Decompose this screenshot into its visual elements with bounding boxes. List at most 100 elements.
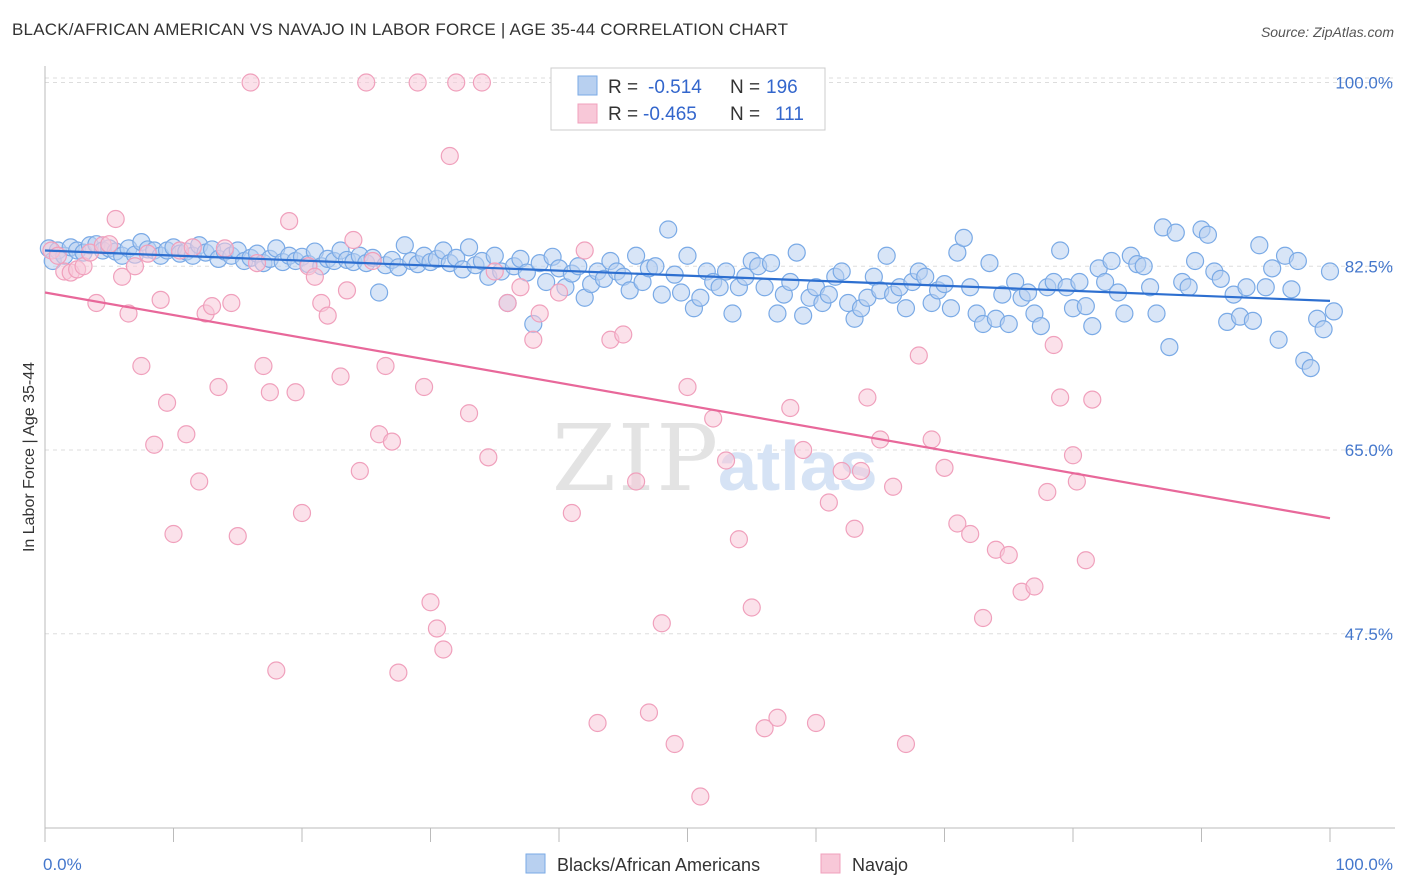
y-tick-label-2: 65.0%	[1345, 441, 1393, 460]
point-blacks-140	[935, 275, 954, 294]
point-blacks-189	[1250, 236, 1269, 255]
point-navajo-62	[485, 262, 504, 281]
point-blacks-201	[1324, 302, 1343, 321]
point-navajo-57	[440, 146, 459, 166]
point-navajo-70	[588, 713, 607, 733]
legend-n-value-1: 196	[766, 77, 798, 98]
point-navajo-55	[427, 619, 447, 638]
point-navajo-61	[479, 448, 498, 467]
point-navajo-107	[1044, 335, 1063, 355]
trend-line-navajo	[44, 291, 1331, 520]
point-blacks-176	[1166, 223, 1185, 242]
point-blacks-117	[787, 243, 806, 262]
point-navajo-41	[318, 306, 337, 325]
point-blacks-175	[1160, 338, 1179, 357]
point-navajo-90	[845, 519, 864, 538]
point-navajo-59	[459, 404, 479, 423]
trend-lines	[44, 249, 1331, 520]
point-navajo-80	[716, 451, 736, 470]
point-blacks-149	[993, 285, 1012, 304]
point-navajo-12	[119, 304, 138, 323]
legend-swatch-navajo	[577, 103, 598, 124]
point-blacks-70	[485, 246, 504, 265]
point-blacks-173	[1147, 304, 1166, 323]
point-navajo-78	[691, 787, 710, 806]
axes	[44, 66, 1395, 842]
point-blacks-166	[1102, 251, 1121, 271]
point-navajo-9	[100, 235, 119, 254]
point-navajo-42	[331, 367, 350, 386]
y-tick-label-1: 82.5%	[1345, 257, 1393, 276]
point-navajo-25	[202, 297, 222, 316]
point-navajo-85	[781, 398, 800, 418]
point-blacks-183	[1211, 269, 1230, 288]
point-navajo-39	[305, 267, 324, 286]
point-navajo-17	[151, 290, 170, 309]
point-navajo-77	[678, 377, 697, 397]
point-navajo-112	[1083, 390, 1102, 409]
legend-r-label-2: R =	[608, 104, 638, 125]
point-navajo-21	[177, 425, 196, 444]
point-blacks-92	[626, 246, 646, 265]
point-blacks-158	[1051, 241, 1070, 260]
trend-line-blacks	[44, 249, 1331, 302]
point-blacks-97	[659, 220, 678, 239]
x-tick-label-0: 0.0%	[43, 855, 82, 874]
point-navajo-46	[357, 73, 376, 92]
point-blacks-99	[671, 283, 691, 302]
point-navajo-111	[1076, 551, 1095, 570]
point-navajo-81	[729, 530, 749, 549]
point-blacks-66	[459, 238, 479, 257]
point-navajo-67	[549, 283, 569, 302]
point-navajo-28	[222, 293, 241, 313]
tick-labels: 100.0% 82.5% 65.0% 47.5% 0.0% 100.0%	[43, 74, 1393, 875]
point-blacks-163	[1083, 317, 1102, 336]
point-navajo-66	[530, 304, 549, 323]
legend-swatch-blacks	[577, 75, 598, 96]
point-navajo-73	[626, 472, 646, 491]
point-navajo-100	[961, 524, 980, 544]
point-navajo-53	[414, 377, 434, 397]
watermark: ZIP atlas	[552, 405, 878, 512]
point-navajo-98	[935, 458, 954, 477]
point-navajo-74	[639, 703, 659, 722]
point-navajo-56	[434, 640, 453, 659]
point-navajo-63	[498, 293, 517, 313]
point-blacks-181	[1198, 225, 1218, 244]
point-blacks-190	[1256, 278, 1275, 297]
point-blacks-199	[1314, 320, 1333, 339]
point-navajo-54	[421, 593, 440, 612]
point-blacks-168	[1115, 304, 1134, 323]
point-blacks-179	[1185, 251, 1205, 271]
point-blacks-56	[395, 236, 414, 255]
point-blacks-124	[832, 262, 851, 281]
point-navajo-37	[292, 503, 312, 523]
point-blacks-116	[781, 272, 800, 292]
series-legend: Blacks/African Americans Navajo	[525, 853, 908, 875]
point-navajo-106	[1038, 482, 1057, 502]
point-navajo-47	[363, 251, 382, 271]
legend-n-label-1: N =	[730, 77, 760, 98]
point-navajo-58	[447, 73, 466, 92]
point-blacks-178	[1179, 278, 1198, 297]
point-navajo-75	[652, 614, 671, 633]
point-navajo-11	[112, 267, 132, 286]
point-navajo-22	[183, 238, 202, 257]
point-blacks-100	[678, 246, 697, 265]
point-navajo-89	[832, 461, 851, 481]
point-navajo-72	[614, 325, 633, 344]
legend-r-label-1: R =	[608, 77, 638, 98]
point-blacks-105	[710, 278, 729, 297]
point-navajo-92	[858, 388, 877, 407]
chart-source: Source: ZipAtlas.com	[1260, 24, 1394, 40]
point-blacks-113	[761, 254, 781, 273]
point-navajo-10	[106, 209, 125, 229]
point-blacks-91	[620, 281, 639, 300]
point-navajo-83	[755, 719, 774, 738]
point-navajo-86	[794, 440, 813, 460]
point-blacks-165	[1096, 272, 1115, 292]
point-blacks-134	[896, 299, 916, 318]
point-blacks-197	[1301, 359, 1320, 378]
legend-n-value-2: 111	[775, 104, 804, 125]
